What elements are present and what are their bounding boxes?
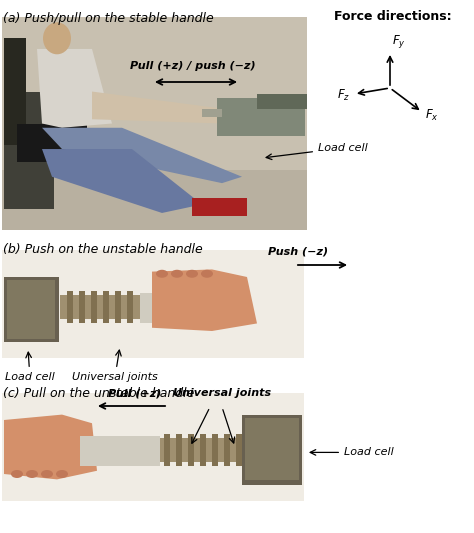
FancyBboxPatch shape bbox=[79, 291, 85, 324]
Ellipse shape bbox=[171, 270, 183, 278]
Ellipse shape bbox=[41, 470, 53, 478]
FancyBboxPatch shape bbox=[212, 434, 218, 466]
Text: Load cell: Load cell bbox=[266, 143, 368, 159]
Text: Universal joints: Universal joints bbox=[72, 350, 158, 382]
FancyBboxPatch shape bbox=[245, 418, 299, 480]
FancyBboxPatch shape bbox=[188, 434, 194, 466]
FancyBboxPatch shape bbox=[140, 293, 220, 324]
Text: Force directions:: Force directions: bbox=[334, 10, 452, 23]
Text: (c) Pull on the unstable handle: (c) Pull on the unstable handle bbox=[3, 387, 194, 400]
FancyBboxPatch shape bbox=[7, 280, 55, 338]
Polygon shape bbox=[42, 149, 202, 213]
FancyBboxPatch shape bbox=[60, 295, 140, 319]
Text: Push (−z): Push (−z) bbox=[268, 246, 328, 256]
Ellipse shape bbox=[11, 470, 23, 478]
Text: $F_x$: $F_x$ bbox=[425, 108, 439, 123]
FancyBboxPatch shape bbox=[176, 434, 182, 466]
FancyBboxPatch shape bbox=[2, 250, 304, 358]
Polygon shape bbox=[152, 270, 257, 331]
FancyBboxPatch shape bbox=[80, 436, 160, 466]
FancyBboxPatch shape bbox=[217, 98, 305, 136]
FancyBboxPatch shape bbox=[257, 94, 307, 109]
FancyBboxPatch shape bbox=[242, 415, 302, 485]
Text: Load cell: Load cell bbox=[310, 447, 394, 457]
FancyBboxPatch shape bbox=[103, 291, 109, 324]
FancyBboxPatch shape bbox=[115, 291, 121, 324]
Ellipse shape bbox=[43, 22, 71, 54]
Ellipse shape bbox=[56, 470, 68, 478]
FancyBboxPatch shape bbox=[224, 434, 230, 466]
Text: Load cell: Load cell bbox=[5, 352, 55, 382]
FancyBboxPatch shape bbox=[2, 393, 304, 501]
Polygon shape bbox=[42, 128, 242, 183]
Text: $F_z$: $F_z$ bbox=[337, 87, 350, 102]
FancyBboxPatch shape bbox=[2, 17, 307, 230]
FancyBboxPatch shape bbox=[4, 92, 54, 209]
FancyBboxPatch shape bbox=[164, 434, 170, 466]
Polygon shape bbox=[37, 49, 112, 128]
Text: (b) Push on the unstable handle: (b) Push on the unstable handle bbox=[3, 243, 203, 256]
Polygon shape bbox=[4, 415, 97, 479]
FancyBboxPatch shape bbox=[67, 291, 73, 324]
FancyBboxPatch shape bbox=[202, 109, 222, 117]
Text: Universal joints: Universal joints bbox=[173, 388, 271, 398]
FancyBboxPatch shape bbox=[236, 434, 242, 466]
Text: (a) Push/pull on the stable handle: (a) Push/pull on the stable handle bbox=[3, 12, 214, 25]
Text: Pull (+z) / push (−z): Pull (+z) / push (−z) bbox=[130, 61, 256, 71]
Polygon shape bbox=[92, 92, 222, 124]
FancyBboxPatch shape bbox=[192, 198, 247, 216]
FancyBboxPatch shape bbox=[200, 434, 206, 466]
FancyBboxPatch shape bbox=[4, 38, 26, 145]
Ellipse shape bbox=[201, 270, 213, 278]
FancyBboxPatch shape bbox=[91, 291, 97, 324]
Ellipse shape bbox=[186, 270, 198, 278]
FancyBboxPatch shape bbox=[160, 438, 240, 462]
Text: $F_y$: $F_y$ bbox=[392, 33, 406, 50]
FancyBboxPatch shape bbox=[4, 277, 59, 342]
FancyBboxPatch shape bbox=[127, 291, 133, 324]
FancyBboxPatch shape bbox=[17, 124, 87, 162]
Ellipse shape bbox=[156, 270, 168, 278]
Ellipse shape bbox=[26, 470, 38, 478]
FancyBboxPatch shape bbox=[2, 171, 307, 230]
Text: Pull (+z): Pull (+z) bbox=[109, 388, 162, 398]
